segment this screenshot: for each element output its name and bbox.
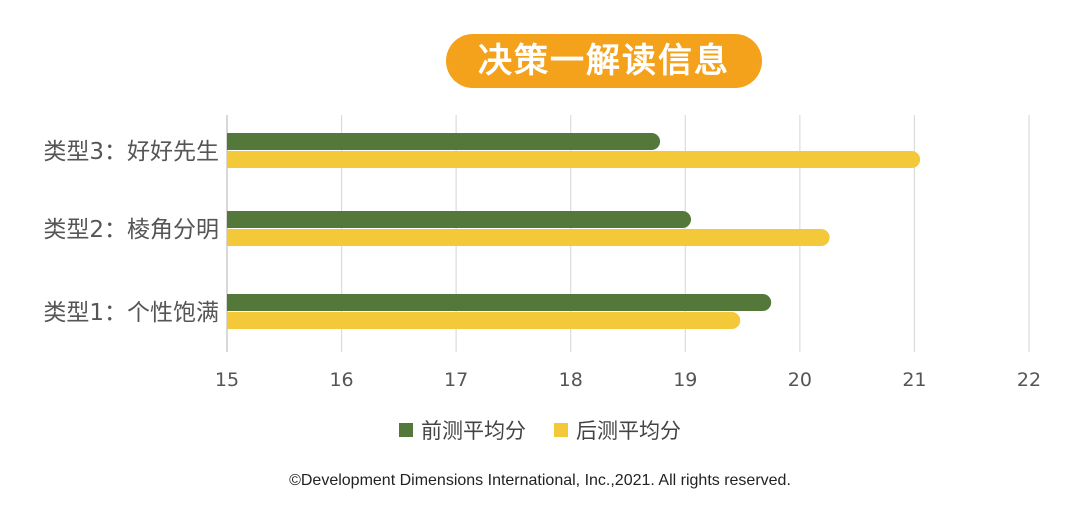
tick-labels: 15 16 17 18 19 20 21 22 [215, 369, 1041, 391]
bar-edge [227, 211, 244, 228]
category-label: 类型1：个性饱满 [43, 300, 219, 326]
legend-label-pre: 前测平均分 [421, 419, 526, 443]
bar-edge [227, 294, 244, 311]
bars [227, 133, 921, 329]
x-tick-label: 22 [1017, 369, 1041, 391]
category-label: 类型2：棱角分明 [43, 217, 219, 243]
bar-post-2 [227, 229, 830, 246]
bar-pre-2 [227, 211, 692, 228]
bar-edge [227, 151, 244, 168]
x-tick-label: 19 [673, 369, 697, 391]
bar-edge [227, 229, 244, 246]
bar-pre-1 [227, 294, 772, 311]
x-tick-label: 21 [902, 369, 926, 391]
x-tick-label: 16 [329, 369, 353, 391]
bar-post-1 [227, 312, 741, 329]
bar-edge [227, 133, 244, 150]
legend-item-post: 后测平均分 [554, 415, 681, 445]
legend-swatch-pre [399, 423, 413, 437]
x-tick-label: 17 [444, 369, 468, 391]
bar-post-3 [227, 151, 921, 168]
copyright-notice: ©Development Dimensions International, I… [289, 472, 791, 489]
legend-swatch-post [554, 423, 568, 437]
x-tick-label: 15 [215, 369, 239, 391]
legend-item-pre: 前测平均分 [399, 415, 526, 445]
bar-pre-3 [227, 133, 661, 150]
x-tick-label: 20 [788, 369, 812, 391]
bar-edge [227, 312, 244, 329]
chart-title: 决策一解读信息 [446, 34, 762, 88]
legend-label-post: 后测平均分 [576, 419, 681, 443]
category-label: 类型3：好好先生 [43, 139, 219, 165]
legend: 前测平均分 后测平均分 [0, 414, 1080, 446]
x-tick-label: 18 [559, 369, 583, 391]
